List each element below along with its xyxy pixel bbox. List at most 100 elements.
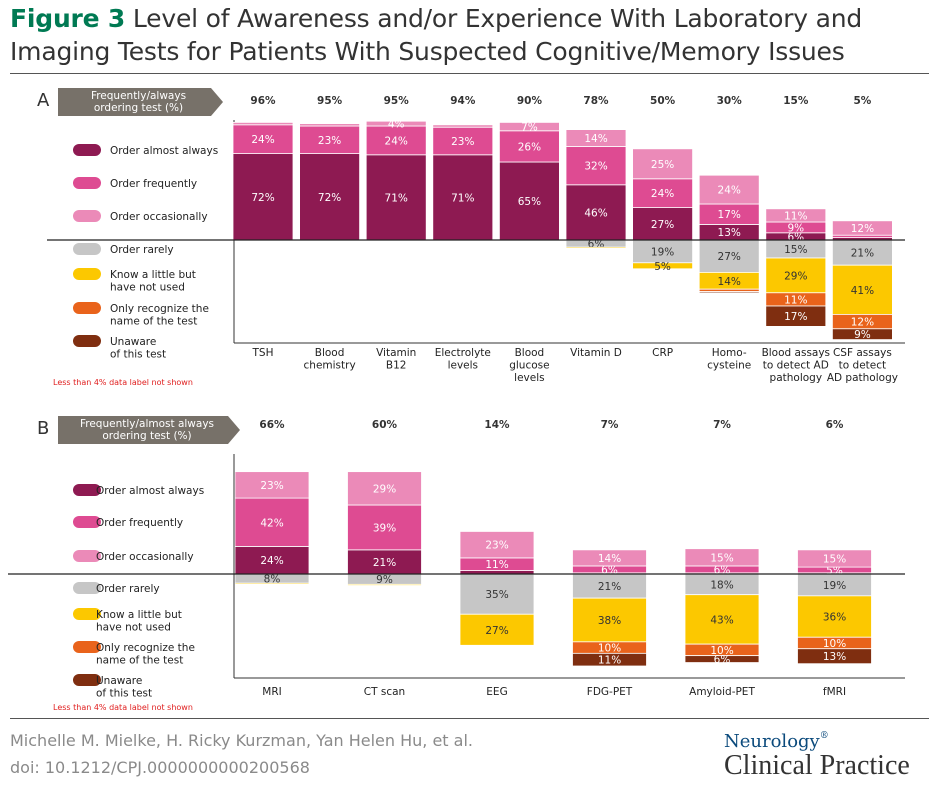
- panel-b-category-label: EEG: [486, 686, 507, 698]
- panel-b-data-label: 10%: [823, 638, 846, 650]
- panel-a-legend-swatch-frequently: [73, 177, 101, 189]
- panel-a-bar-segment-know-little: [765, 257, 827, 294]
- panel-a-data-label: 5%: [654, 261, 671, 273]
- panel-b-bar-segment-occasionally: [347, 471, 422, 506]
- panel-b-category-label: MRI: [262, 686, 281, 698]
- panel-b-bar-segment-occasionally: [572, 549, 647, 567]
- panel-b-ordering-pct: 66%: [259, 419, 285, 431]
- title-divider: [10, 73, 929, 74]
- panel-a-bar-segment-frequently: [365, 125, 427, 156]
- panel-a-category-label: to detect: [839, 360, 886, 372]
- panel-a-bar-segment-almost-always: [565, 184, 627, 241]
- panel-a-bar-segment-almost-always: [632, 207, 693, 241]
- panel-b-bar-segment-occasionally: [234, 471, 310, 499]
- panel-b-bar-segment-know-little: [347, 583, 422, 586]
- panel-b-category-label: fMRI: [823, 686, 846, 698]
- panel-a-ordering-pct: 50%: [650, 95, 676, 107]
- journal-logo-bottom: Clinical Practice: [724, 750, 910, 781]
- panel-b-ordering-pct: 7%: [713, 419, 731, 431]
- panel-b-data-label: 15%: [823, 553, 846, 565]
- panel-a-bar-segment-occasionally: [232, 122, 294, 126]
- panel-a-panel-letter: A: [37, 90, 50, 111]
- panel-b-legend-label: of this test: [96, 688, 152, 700]
- panel-b-data-label: 23%: [485, 540, 508, 552]
- panel-b-data-label: 14%: [598, 553, 621, 565]
- panel-b-data-label: 39%: [373, 522, 396, 534]
- panel-a-data-label: 27%: [718, 251, 741, 263]
- panel-a-bar-segment-frequently: [565, 146, 627, 186]
- panel-a-category-label: TSH: [252, 347, 274, 359]
- panel-b-legend-label: name of the test: [96, 655, 183, 667]
- figure-title-text: Level of Awareness and/or Experience Wit…: [10, 4, 863, 66]
- panel-a-header-text: ordering test (%): [94, 102, 183, 114]
- panel-a-category-label: Vitamin D: [570, 347, 622, 359]
- panel-b-data-label: 42%: [260, 517, 283, 529]
- panel-a-data-label: 23%: [318, 135, 341, 147]
- panel-b-legend-label: Order almost always: [96, 485, 204, 497]
- panel-a-data-label: 17%: [718, 209, 741, 221]
- panel-b-data-label: 43%: [710, 614, 733, 626]
- panel-b-bar-segment-frequently: [347, 504, 422, 551]
- panel-a-ordering-pct: 95%: [317, 95, 343, 107]
- authors: Michelle M. Mielke, H. Ricky Kurzman, Ya…: [10, 731, 473, 750]
- panel-a-category-label: B12: [386, 360, 407, 372]
- panel-b-category-label: Amyloid-PET: [689, 686, 755, 698]
- panel-a-legend-label: Know a little but: [110, 269, 196, 281]
- panel-a-data-label: 24%: [718, 185, 741, 197]
- panel-b-data-label: 15%: [710, 552, 733, 564]
- panel-b-bar-segment-occasionally: [459, 531, 535, 559]
- panel-a-bar-segment-occasionally: [565, 129, 627, 147]
- panel-a-data-label: 4%: [388, 119, 405, 131]
- panel-a-data-label: 12%: [851, 223, 874, 235]
- panel-b-data-label: 13%: [823, 651, 846, 663]
- panel-b-data-label: 36%: [823, 612, 846, 624]
- panel-b-legend-swatch-almost-always: [73, 484, 101, 496]
- panel-a-category-label: cysteine: [707, 360, 751, 372]
- panel-b-category-label: CT scan: [364, 686, 405, 698]
- panel-b-legend-label: Only recognize the: [96, 642, 195, 654]
- panel-b-data-label: 21%: [598, 581, 621, 593]
- panel-a-category-label: pathology: [770, 372, 823, 384]
- panel-a-bar-segment-almost-always: [498, 161, 560, 241]
- panel-a-data-label: 17%: [784, 311, 807, 323]
- panel-a-data-label: 13%: [718, 227, 741, 239]
- panel-b-data-label: 11%: [598, 655, 621, 667]
- panel-b-bar-segment-frequently: [234, 497, 310, 547]
- panel-b-bar-segment-know-little: [234, 582, 310, 585]
- panel-b-bar-segment-know-little: [572, 597, 647, 643]
- panel-a-header-text: Frequently/always: [91, 90, 186, 102]
- panel-b-data-label: 10%: [598, 643, 621, 655]
- panel-b-bar-segment-know-little: [797, 595, 872, 638]
- panel-b-data-label: 19%: [823, 580, 846, 592]
- panel-b-panel-letter: B: [37, 418, 49, 439]
- panel-a-category-label: Electrolyte: [435, 347, 491, 359]
- panel-b-ordering-pct: 7%: [601, 419, 619, 431]
- panel-b-data-label: 24%: [260, 555, 283, 567]
- panel-a-bar-segment-unaware: [765, 305, 827, 327]
- panel-a-ordering-pct: 96%: [250, 95, 276, 107]
- panel-b-data-label: 18%: [710, 579, 733, 591]
- panel-b-legend-label: Order frequently: [96, 517, 183, 529]
- journal-logo-top: Neurology®: [724, 731, 829, 752]
- panel-a-legend-label: have not used: [110, 282, 185, 294]
- panel-a-ordering-pct: 94%: [450, 95, 476, 107]
- panel-a-bar-segment-occasionally: [299, 123, 361, 127]
- panel-a-ordering-pct: 95%: [384, 95, 410, 107]
- panel-a-ordering-pct: 30%: [717, 95, 743, 107]
- panel-a-bar-segment-occasionally: [498, 122, 560, 132]
- panel-a-bar-segment-almost-always: [299, 153, 361, 241]
- panel-b-data-label: 6%: [714, 654, 731, 666]
- panel-a-data-label: 14%: [584, 133, 607, 145]
- panel-b-bar-segment-occasionally: [684, 548, 760, 567]
- panel-b-ordering-pct: 14%: [484, 419, 510, 431]
- panel-a-legend-label: Order rarely: [110, 244, 174, 256]
- panel-b-bar-segment-rarely: [572, 573, 647, 599]
- panel-a-legend-label: Order almost always: [110, 145, 218, 157]
- panel-b-bar-segment-unaware: [572, 652, 647, 667]
- panel-a-data-label: 9%: [787, 222, 804, 234]
- panel-a-bar-segment-occasionally: [765, 208, 827, 223]
- panel-a-data-label: 11%: [784, 210, 807, 222]
- panel-a-footnote: Less than 4% data label not shown: [53, 378, 193, 387]
- panel-a-bar-segment-almost-always: [365, 154, 427, 241]
